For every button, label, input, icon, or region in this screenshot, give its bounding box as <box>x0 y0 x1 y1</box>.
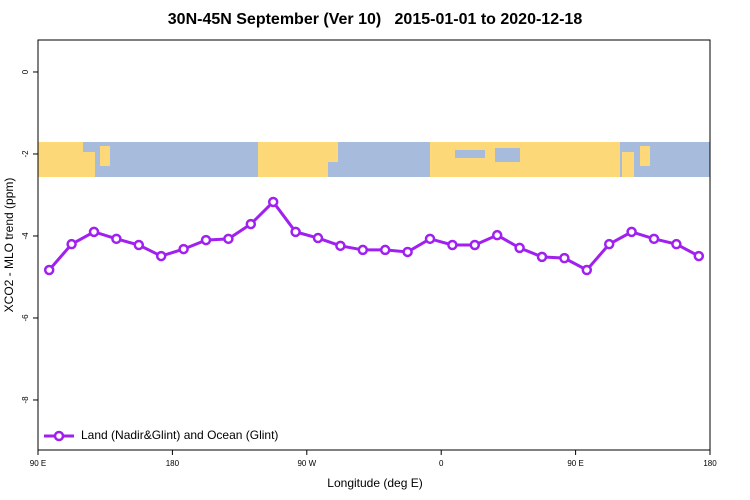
y-axis-label: XCO2 - MLO trend (ppm) <box>2 178 16 313</box>
data-point <box>111 233 122 245</box>
x-tick-label: 90 E <box>567 459 583 468</box>
data-point <box>290 226 301 238</box>
plot-frame <box>37 39 711 451</box>
map-strip <box>38 142 710 177</box>
data-line <box>48 199 700 272</box>
data-point <box>626 226 637 238</box>
legend-marker <box>53 430 65 442</box>
data-point <box>66 238 77 250</box>
data-point <box>223 233 234 245</box>
y-tick-label: 0 <box>21 69 30 74</box>
y-tick-label: -6 <box>21 314 30 322</box>
data-point <box>536 251 548 263</box>
chart-title: 30N-45N September (Ver 10) 2015-01-01 to… <box>168 11 583 28</box>
data-point <box>693 250 705 262</box>
data-point <box>312 232 324 244</box>
data-point <box>559 252 570 264</box>
data-point <box>671 238 682 250</box>
data-point <box>133 239 145 251</box>
y-tick-label: -8 <box>21 396 30 404</box>
y-tick-label: -2 <box>21 150 30 158</box>
data-point <box>648 233 660 245</box>
data-point <box>200 234 212 246</box>
data-point <box>88 226 100 238</box>
x-tick-label: 180 <box>166 459 180 468</box>
x-axis-label: Longitude (deg E) <box>327 476 422 490</box>
data-point <box>43 264 55 276</box>
x-tick-label: 0 <box>439 459 444 468</box>
data-point <box>335 240 346 252</box>
data-point <box>469 239 481 251</box>
y-tick-label: -4 <box>21 232 30 240</box>
data-point <box>155 250 167 262</box>
x-tick-label: 180 <box>703 459 717 468</box>
data-point <box>379 244 391 256</box>
data-point <box>491 229 503 241</box>
data-point <box>402 246 413 258</box>
data-point <box>581 264 593 276</box>
data-point <box>267 196 279 208</box>
data-point <box>178 243 189 255</box>
x-tick-label: 90 E <box>30 459 46 468</box>
data-point <box>357 244 369 256</box>
x-tick-label: 90 W <box>297 459 316 468</box>
data-point <box>424 233 436 245</box>
data-point <box>447 239 458 251</box>
data-point <box>603 238 615 250</box>
legend-label: Land (Nadir&Glint) and Ocean (Glint) <box>81 428 278 442</box>
data-point <box>245 218 257 230</box>
data-point <box>514 242 525 254</box>
